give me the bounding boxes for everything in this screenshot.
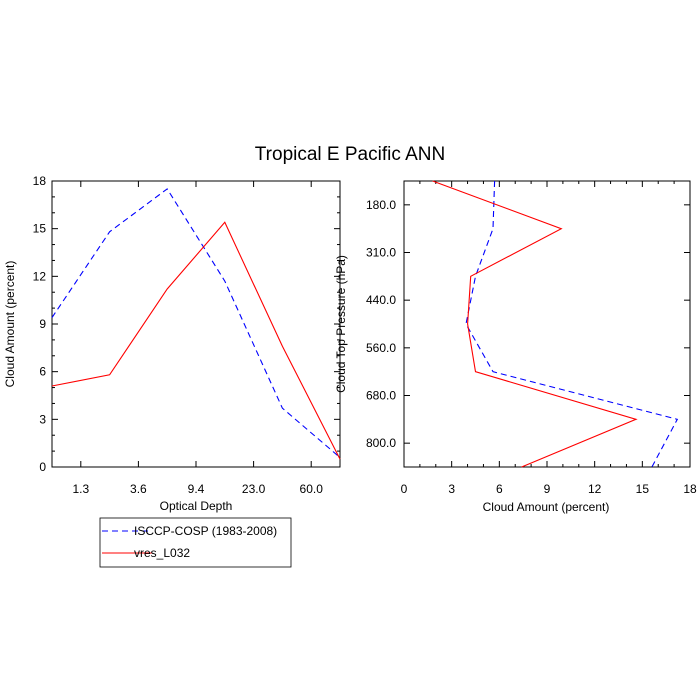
left-y-tick-label: 15	[33, 222, 47, 236]
left-y-tick-label: 0	[39, 460, 46, 474]
legend-label-obs: ISCCP-COSP (1983-2008)	[134, 524, 277, 538]
left-series-line	[51, 221, 341, 460]
left-x-axis-label: Optical Depth	[160, 499, 233, 513]
left-series-line	[51, 188, 341, 458]
left-x-tick-label: 23.0	[242, 482, 266, 496]
left-series-lines	[51, 188, 341, 460]
left-x-tick-label: 9.4	[188, 482, 205, 496]
left-y-tick-label: 18	[33, 174, 47, 188]
right-x-axis-label: Cloud Amount (percent)	[483, 500, 610, 514]
left-x-tick-label: 3.6	[130, 482, 147, 496]
left-x-tick-label: 1.3	[72, 482, 89, 496]
right-y-axis-label: Cloud Top Pressure (hPa)	[334, 255, 348, 393]
right-y-tick-label: 180.0	[366, 198, 396, 212]
right-y-tick-label: 680.0	[366, 389, 396, 403]
left-plot-frame	[51, 180, 341, 468]
right-x-tick-label: 9	[544, 482, 551, 496]
right-x-tick-label: 12	[588, 482, 602, 496]
right-x-tick-label: 15	[636, 482, 650, 496]
left-x-tick-label: 60.0	[300, 482, 324, 496]
left-y-tick-label: 9	[39, 317, 46, 331]
right-y-tick-label: 560.0	[366, 341, 396, 355]
right-axis-ticks: 0 3 6 9 12 15 18 180.0 310.0 440.0 560.0 680.0 800.0	[366, 181, 697, 496]
cloud-top-pressure-panel: 0 3 6 9 12 15 18 180.0 310.0 440.0 560.0 680.0 800.0…	[334, 180, 697, 514]
right-series-line	[432, 180, 638, 468]
legend-label-model: vres_L032	[134, 546, 190, 560]
left-axis-ticks: 0 3 6 9 12 15 18 1.3 3.6 9.4 23.0 60.0	[33, 174, 340, 496]
right-series-line	[465, 180, 679, 468]
right-x-tick-label: 3	[448, 482, 455, 496]
left-y-tick-label: 3	[39, 412, 46, 426]
chart-title: Tropical E Pacific ANN	[255, 144, 445, 165]
left-y-tick-label: 6	[39, 365, 46, 379]
right-y-tick-label: 310.0	[366, 246, 396, 260]
right-series-lines	[432, 180, 679, 468]
legend: ISCCP-COSP (1983-2008) vres_L032	[99, 517, 292, 568]
optical-depth-panel: 0 3 6 9 12 15 18 1.3 3.6 9.4 23.0 60.0 Optical Dept…	[3, 174, 341, 513]
right-x-tick-label: 18	[683, 482, 697, 496]
left-y-axis-label: Cloud Amount (percent)	[3, 261, 17, 388]
right-x-tick-label: 6	[496, 482, 503, 496]
right-y-tick-label: 440.0	[366, 293, 396, 307]
legend-box	[99, 517, 292, 568]
right-y-tick-label: 800.0	[366, 436, 396, 450]
right-x-tick-label: 0	[401, 482, 408, 496]
left-y-tick-label: 12	[33, 269, 47, 283]
